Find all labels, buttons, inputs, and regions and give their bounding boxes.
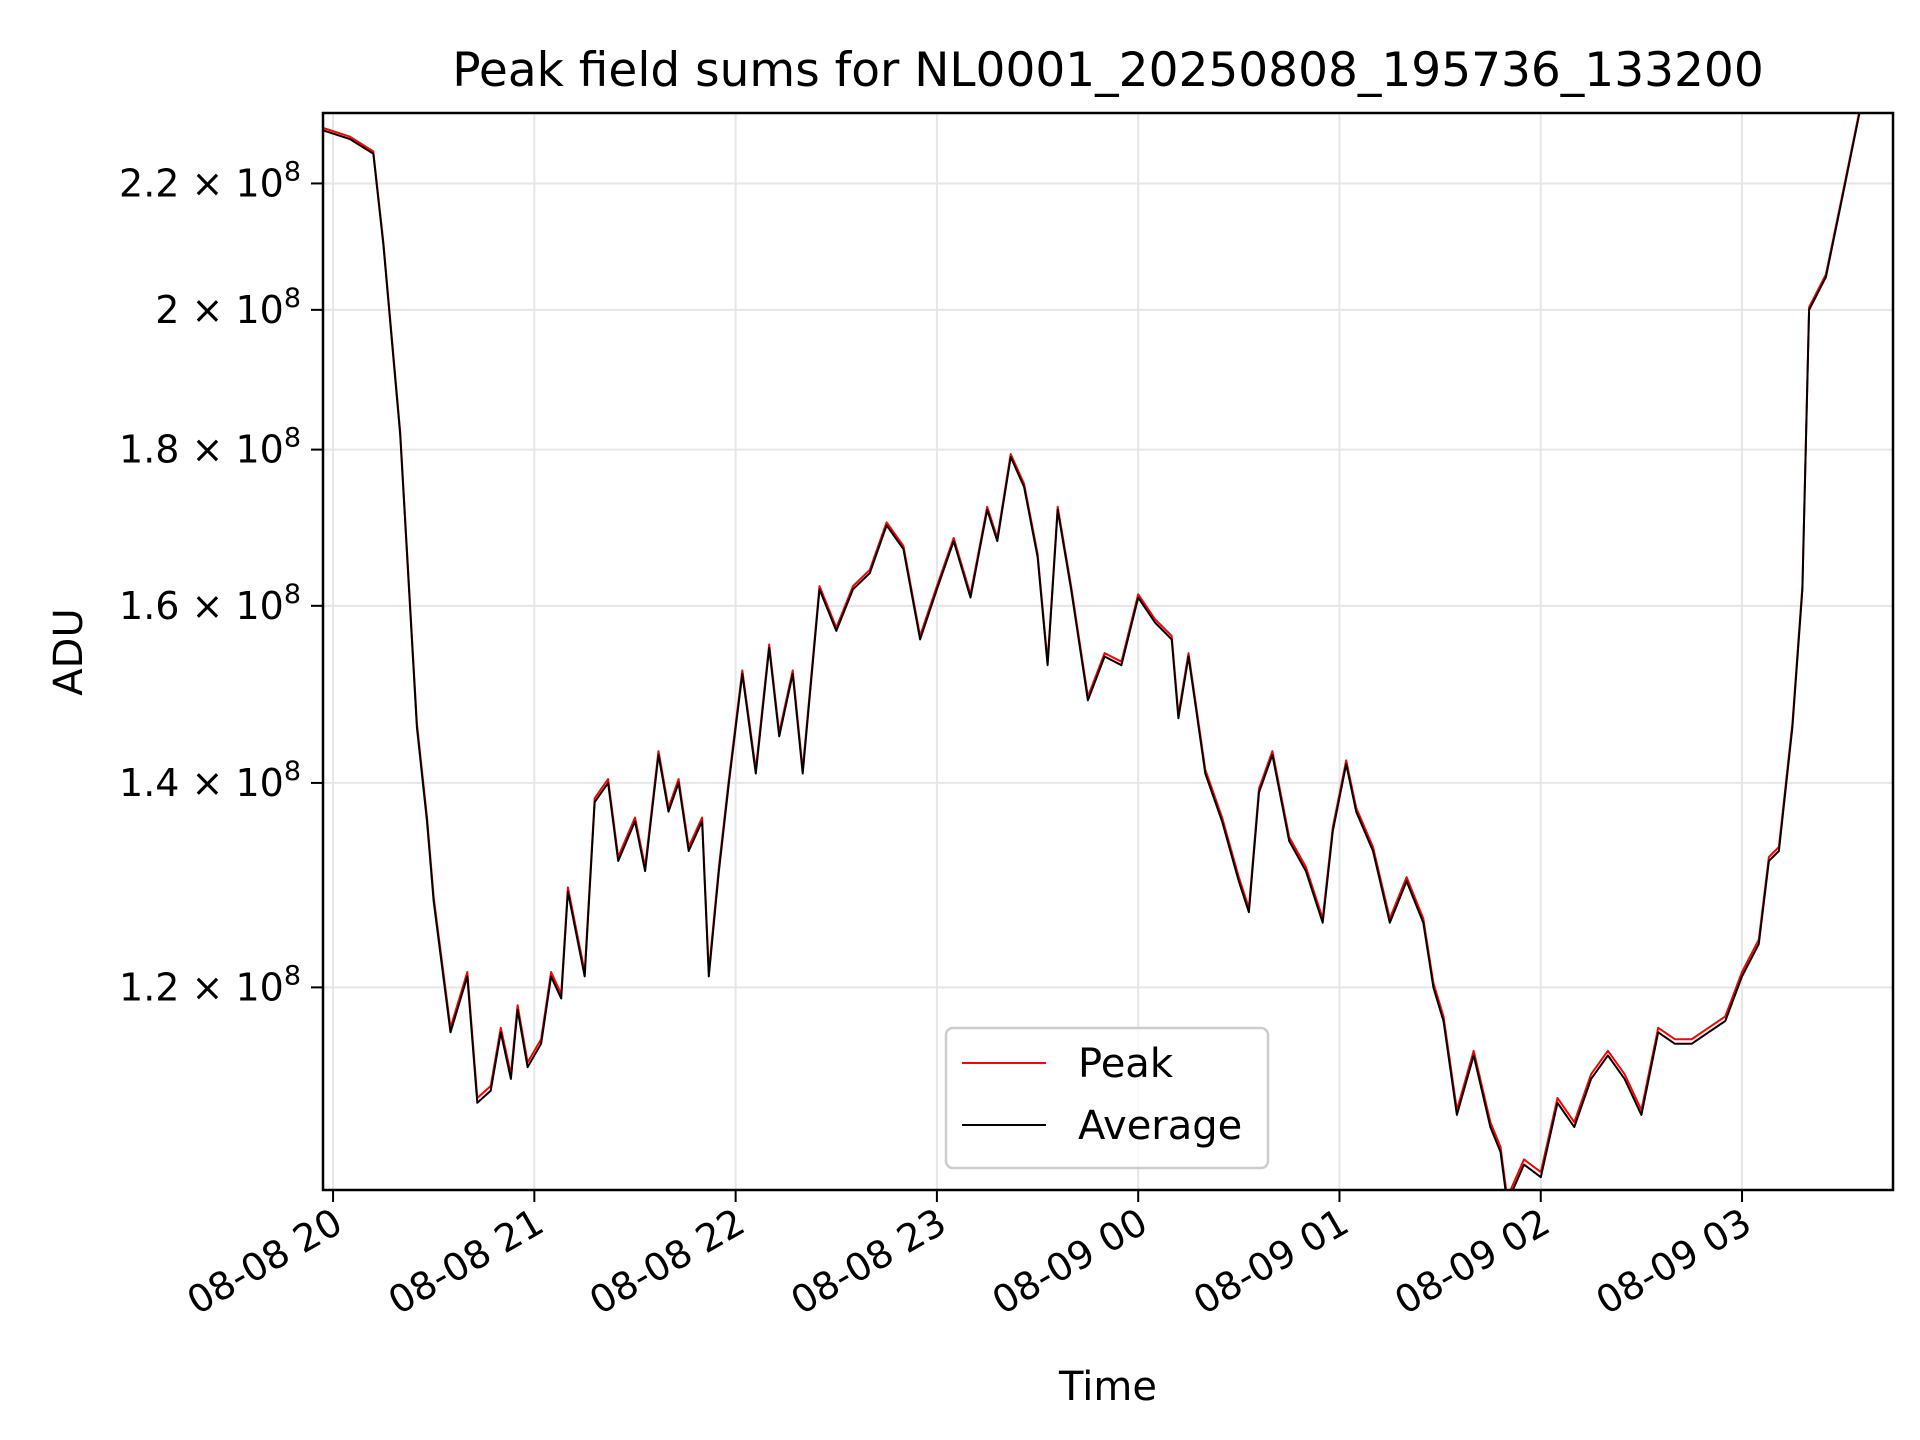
legend-label-peak: Peak — [1078, 1041, 1174, 1087]
y-tick-label: 1.4 × 108 — [119, 756, 301, 805]
legend: Peak Average — [944, 1026, 1270, 1170]
series-layer — [323, 113, 1861, 1190]
legend-label-average: Average — [1078, 1103, 1242, 1149]
chart-title: Peak field sums for NL0001_20250808_1957… — [452, 43, 1763, 98]
y-tick-label: 2.2 × 108 — [119, 156, 301, 205]
y-tick-label: 1.6 × 108 — [119, 579, 301, 628]
y-tick-label: 1.2 × 108 — [119, 960, 301, 1009]
grid — [323, 113, 1893, 1190]
y-tick-label: 1.8 × 108 — [119, 423, 301, 472]
series-line-average — [323, 113, 1861, 1190]
plot-frame — [321, 111, 1895, 1192]
y-tick-label: 2 × 108 — [155, 283, 301, 332]
x-axis-label: Time — [1058, 1364, 1157, 1410]
y-axis-label: ADU — [46, 608, 92, 695]
y-axis-ticks: 1.2 × 108 1.4 × 108 1.6 × 108 1.8 × 108 2 × … — [119, 156, 323, 1009]
